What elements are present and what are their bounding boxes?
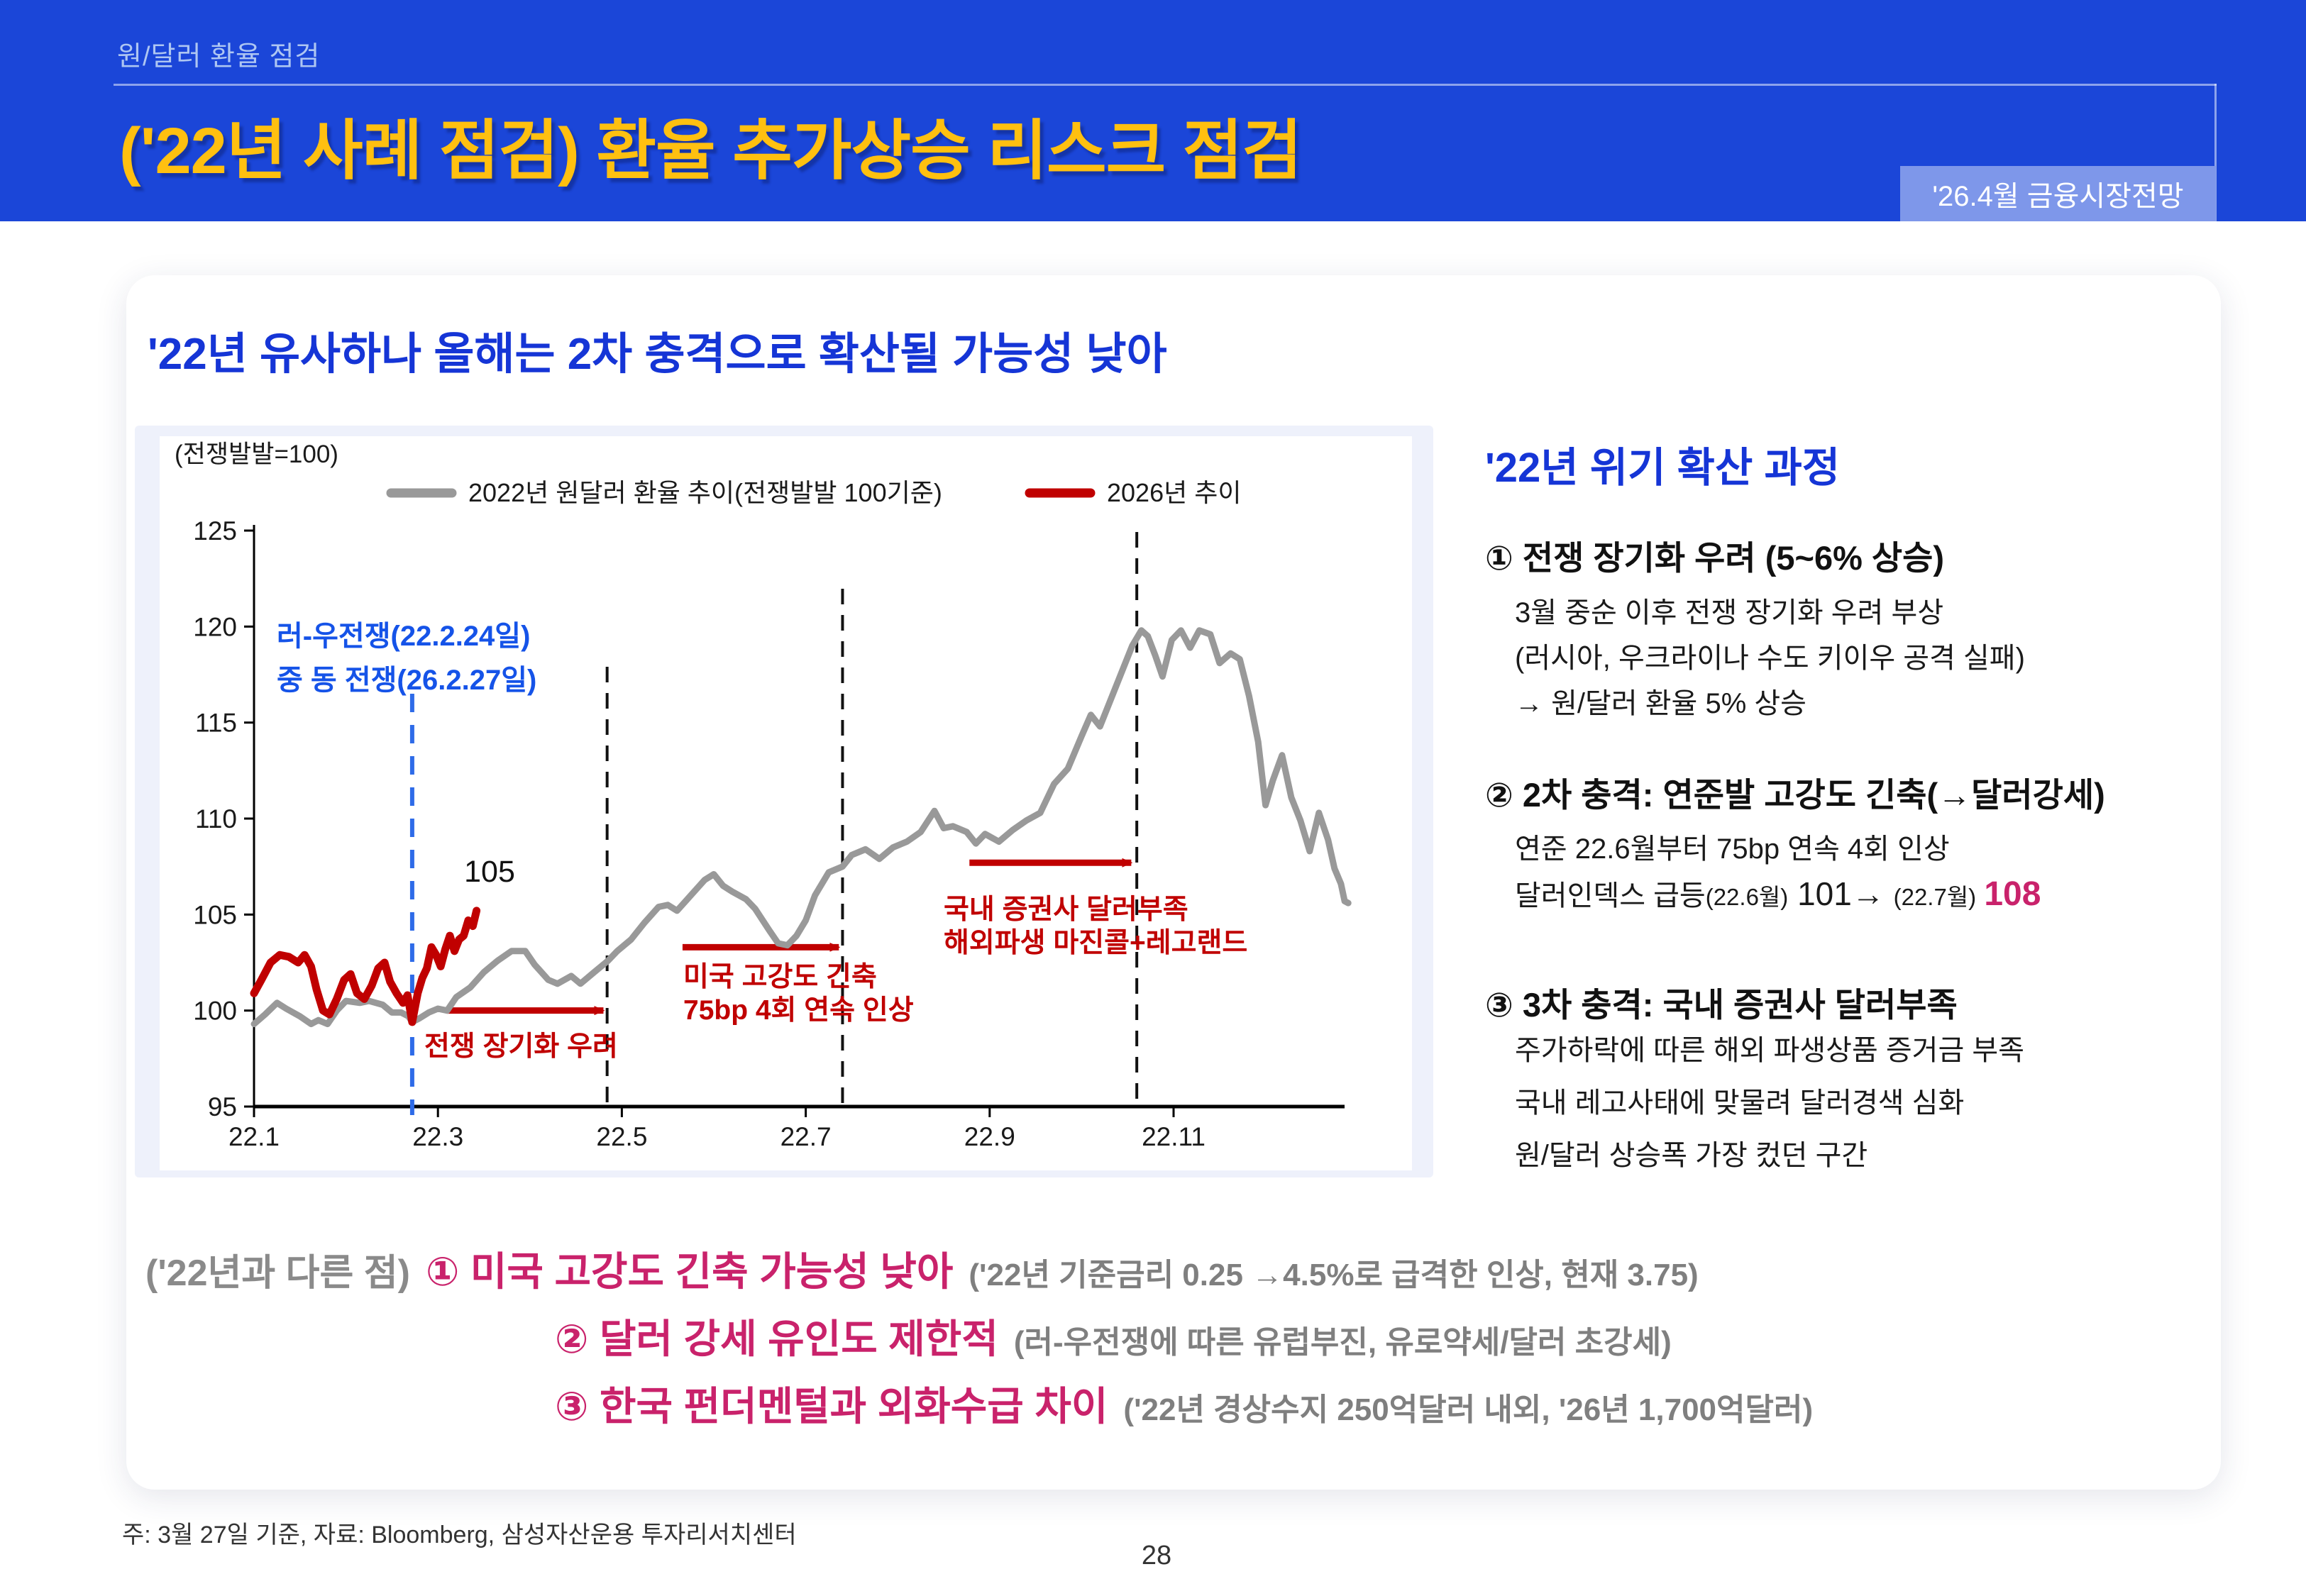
plot-panel bbox=[160, 436, 1412, 1170]
comparison-row-2: ② 달러 강세 유인도 제한적 (러-우전쟁에 따른 유럽부진, 유로약세/달러… bbox=[555, 1307, 1672, 1365]
legend-label-1: 2022년 원달러 환율 추이(전쟁발발 100기준) bbox=[468, 478, 942, 507]
comparison-note-3: ('22년 경상수지 250억달러 내외, '26년 1,700억달러) bbox=[1123, 1392, 1814, 1427]
crisis-process-panel: '22년 위기 확산 과정 ① 전쟁 장기화 우려 (5~6% 상승) 3월 중… bbox=[1485, 434, 2237, 1221]
y-tick-label: 115 bbox=[195, 709, 237, 738]
panel-item-1-body: 3월 중순 이후 전쟁 장기화 우려 부상 (러시아, 우크라이나 수도 키이우… bbox=[1515, 590, 2025, 726]
chart-annotation-1-line-1: 전쟁 장기화 우려 bbox=[424, 1031, 618, 1062]
red-line-end-label: 105 bbox=[464, 855, 515, 889]
panel-item-3-title: ③ 3차 충격: 국내 증권사 달러부족 bbox=[1485, 986, 1958, 1024]
panel-item-1-line-3: → 원/달러 환율 5% 상승 bbox=[1515, 688, 1806, 719]
page-number: 28 bbox=[1141, 1541, 1172, 1570]
comparison-row-1: ('22년과 다른 점) ① 미국 고강도 긴축 가능성 낮아 ('22년 기준… bbox=[145, 1240, 1699, 1297]
dollar-index-from: 101→ bbox=[1788, 875, 1894, 912]
comparison-note-2: (러-우전쟁에 따른 유럽부진, 유로약세/달러 초강세) bbox=[1013, 1325, 1672, 1360]
dollar-index-date-1: (22.6월) bbox=[1705, 884, 1789, 910]
y-tick-label: 120 bbox=[193, 612, 237, 641]
y-tick-label: 95 bbox=[208, 1092, 237, 1121]
chart-annotation-2-line-1: 미국 고강도 긴축 bbox=[683, 962, 877, 992]
x-tick-label: 22.9 bbox=[964, 1122, 1015, 1151]
panel-item-2-title: ② 2차 충격: 연준발 고강도 긴축(→달러강세) bbox=[1485, 776, 2105, 814]
x-tick-label: 22.1 bbox=[228, 1122, 280, 1151]
header-eyebrow: 원/달러 환율 점검 bbox=[117, 42, 321, 72]
panel-item-3-line-1: 주가하락에 따른 해외 파생상품 증거금 부족 bbox=[1515, 1035, 2024, 1066]
comparison-row-3: ③ 한국 펀더멘털과 외화수급 차이 ('22년 경상수지 250억달러 내외,… bbox=[555, 1375, 1813, 1432]
page-title: ('22년 사례 점검) 환율 추가상승 리스크 점검 bbox=[119, 115, 1302, 187]
comparison-intro: ('22년과 다른 점) bbox=[145, 1253, 410, 1294]
chart-svg: (전쟁발발=100) 2022년 원달러 환율 추이(전쟁발발 100기준) 202… bbox=[160, 436, 1412, 1170]
dollar-index-text: 달러인덱스 급등 bbox=[1515, 880, 1706, 911]
comparison-note-1: ('22년 기준금리 0.25 →4.5%로 급격한 인상, 현재 3.75) bbox=[969, 1258, 1699, 1292]
panel-item-3-body: 주가하락에 따른 해외 파생상품 증거금 부족 국내 레고사태에 맞물려 달러경… bbox=[1515, 1024, 2024, 1182]
y-tick-label: 125 bbox=[193, 516, 237, 545]
panel-item-2-line-1: 연준 22.6월부터 75bp 연속 4회 인상 bbox=[1515, 833, 1950, 865]
panel-item-1-line-1: 3월 중순 이후 전쟁 장기화 우려 부상 bbox=[1515, 597, 1944, 628]
comparison-point-1: ① 미국 고강도 긴축 가능성 낮아 bbox=[425, 1249, 954, 1294]
series-2026-line bbox=[250, 907, 481, 1026]
header-rule bbox=[114, 84, 2217, 86]
chart-unit-label: (전쟁발발=100) bbox=[175, 440, 338, 468]
report-badge: '26.4월 금융시장전망 bbox=[1900, 166, 2216, 221]
comparison-point-2: ② 달러 강세 유인도 제한적 bbox=[555, 1317, 998, 1361]
war-event-label-line-1: 러-우전쟁(22.2.24일) bbox=[277, 621, 530, 652]
panel-item-1-title: ① 전쟁 장기화 우려 (5~6% 상승) bbox=[1485, 539, 1945, 577]
series-2022-line bbox=[250, 627, 1352, 1028]
x-tick-label: 22.7 bbox=[780, 1122, 832, 1151]
dollar-index-to-highlight: 108 bbox=[1984, 875, 2041, 913]
slide-header: 원/달러 환율 점검 ('22년 사례 점검) 환율 추가상승 리스크 점검 '… bbox=[0, 0, 2306, 221]
panel-item-2-line-2: 달러인덱스 급등(22.6월) 101→ (22.7월) 108 bbox=[1515, 872, 2041, 914]
panel-item-3-line-2: 국내 레고사태에 맞물려 달러경색 심화 bbox=[1515, 1087, 1965, 1119]
comparison-point-3: ③ 한국 펀더멘털과 외화수급 차이 bbox=[555, 1384, 1108, 1429]
exchange-rate-chart: (전쟁발발=100) 2022년 원달러 환율 추이(전쟁발발 100기준) 202… bbox=[135, 426, 1433, 1177]
legend-label-2: 2026년 추이 bbox=[1107, 478, 1241, 507]
x-tick-label: 22.11 bbox=[1142, 1122, 1206, 1151]
header-vrule bbox=[2214, 84, 2217, 221]
y-tick-label: 110 bbox=[195, 804, 237, 833]
chart-annotation-2-line-2: 75bp 4회 연속 인상 bbox=[683, 995, 914, 1026]
chart-annotation-3-line-1: 국내 증권사 달러부족 bbox=[944, 894, 1188, 925]
y-tick-label: 105 bbox=[193, 900, 237, 929]
x-tick-label: 22.3 bbox=[412, 1122, 463, 1151]
panel-item-3-line-3: 원/달러 상승폭 가장 컸던 구간 bbox=[1515, 1140, 1868, 1171]
section-title: '22년 유사하나 올해는 2차 충격으로 확산될 가능성 낮아 bbox=[148, 330, 1167, 379]
x-tick-label: 22.5 bbox=[596, 1122, 647, 1151]
chart-annotation-3-line-2: 해외파생 마진콜+레고랜드 bbox=[944, 928, 1247, 958]
source-note: 주: 3월 27일 기준, 자료: Bloomberg, 삼성자산운용 투자리서… bbox=[122, 1522, 797, 1548]
dollar-index-date-2: (22.7월) bbox=[1893, 884, 1977, 910]
panel-item-1-line-2: (러시아, 우크라이나 수도 키이우 공격 실패) bbox=[1515, 643, 2025, 674]
war-event-label-line-2: 중 동 전쟁(26.2.27일) bbox=[277, 665, 536, 696]
panel-heading: '22년 위기 확산 과정 bbox=[1485, 445, 1841, 491]
y-tick-label: 100 bbox=[193, 997, 237, 1026]
